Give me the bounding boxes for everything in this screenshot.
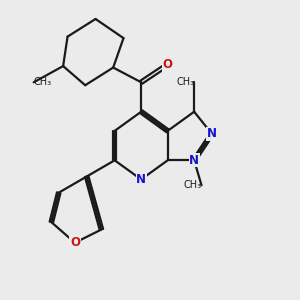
Text: N: N [189,154,199,167]
Text: CH₃: CH₃ [34,77,52,87]
Text: N: N [136,173,146,186]
Text: N: N [207,127,217,140]
Text: CH₃: CH₃ [183,180,202,190]
Text: CH₃: CH₃ [176,77,194,87]
Text: O: O [163,58,173,71]
Text: O: O [70,236,80,249]
